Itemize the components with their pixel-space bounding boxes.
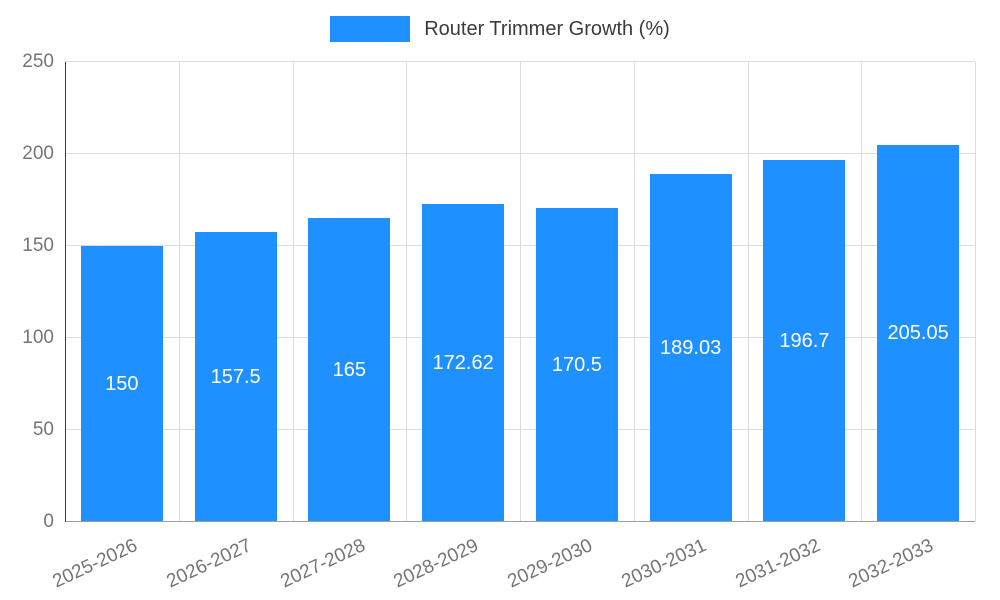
bar-value-label: 189.03 [660, 336, 722, 359]
bar-value-label: 165 [332, 358, 367, 381]
bar-value-label: 170.5 [551, 353, 602, 376]
grid-line-v [520, 62, 521, 522]
legend-swatch [330, 16, 411, 42]
grid-line-v [747, 62, 749, 522]
grid-line-v [292, 62, 294, 522]
bar[interactable]: 189.03 [649, 174, 732, 522]
x-tick-label: 2032-2033 [845, 535, 937, 593]
grid-line-v [406, 62, 408, 522]
y-tick-label: 100 [22, 327, 54, 348]
bar-value-label: 150 [105, 372, 139, 395]
bar[interactable]: 165 [308, 218, 391, 522]
x-axis-labels: 2025-2026 2026-2027 2027-2028 2028-2029 2029… [50, 527, 975, 597]
x-tick-label: 2026-2027 [163, 535, 255, 593]
y-axis-labels: 0 50 100 150 200 250 [0, 51, 58, 532]
grid-line-v [178, 62, 180, 522]
grid-line-h [65, 61, 975, 62]
y-tick-label: 0 [43, 511, 54, 532]
y-tick-label: 50 [32, 419, 54, 440]
bar-value-label: 157.5 [210, 365, 261, 388]
bar[interactable]: 172.62 [422, 204, 505, 522]
legend-label: Router Trimmer Growth (%) [424, 17, 670, 40]
grid-line-v [975, 62, 976, 522]
y-tick-label: 250 [22, 51, 54, 72]
chart-legend: Router Trimmer Growth (%) [0, 16, 1000, 42]
bar[interactable]: 157.5 [194, 232, 277, 522]
plot-area: 150 157.5 165 172.62 170.5 189.03 196.7 205.05 [65, 61, 976, 522]
bar-value-label: 205.05 [887, 321, 949, 344]
bar[interactable]: 196.7 [763, 160, 846, 522]
x-tick-label: 2027-2028 [277, 535, 369, 593]
bar[interactable]: 205.05 [877, 144, 960, 522]
y-tick-label: 150 [22, 235, 54, 256]
x-tick-label: 2025-2026 [49, 535, 141, 593]
y-axis-line [65, 62, 66, 522]
bar-value-label: 196.7 [779, 329, 830, 352]
x-axis-line [65, 521, 975, 522]
x-tick-label: 2028-2029 [390, 535, 482, 593]
y-tick-label: 200 [22, 143, 54, 164]
grid-line-v [861, 62, 863, 522]
bar[interactable]: 170.5 [535, 208, 618, 522]
x-tick-label: 2030-2031 [618, 535, 710, 593]
grid-line-v [633, 62, 635, 522]
bar-value-label: 172.62 [432, 351, 494, 374]
x-tick-label: 2029-2030 [504, 535, 596, 593]
bar[interactable]: 150 [80, 246, 163, 522]
x-tick-label: 2031-2032 [732, 535, 824, 593]
